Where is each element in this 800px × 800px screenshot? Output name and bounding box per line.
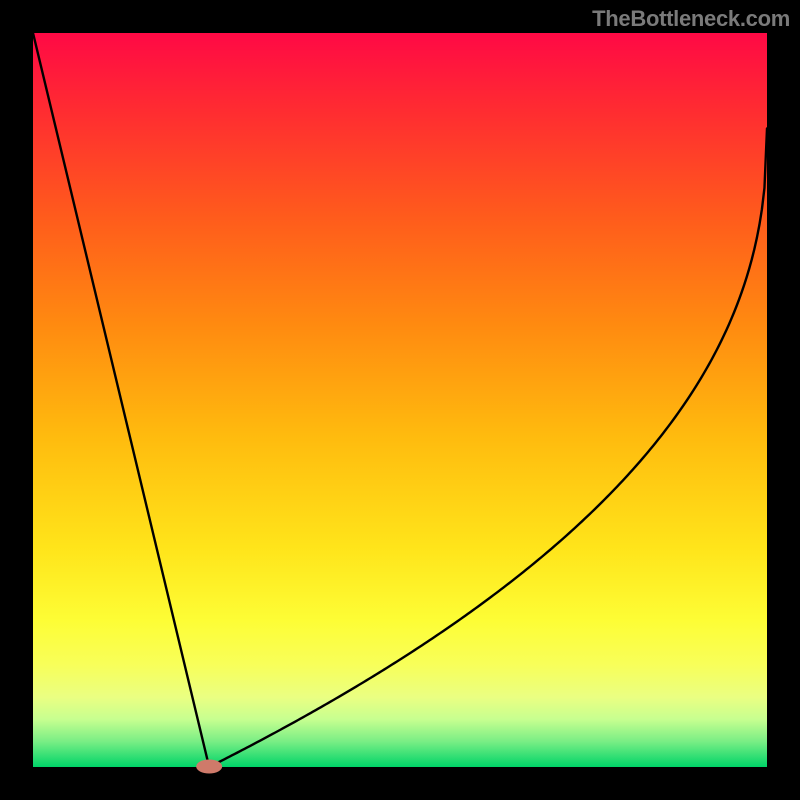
chart-background <box>0 0 800 800</box>
plot-area <box>33 33 767 767</box>
chart-stage: TheBottleneck.com <box>0 0 800 800</box>
attribution-label: TheBottleneck.com <box>592 6 790 32</box>
